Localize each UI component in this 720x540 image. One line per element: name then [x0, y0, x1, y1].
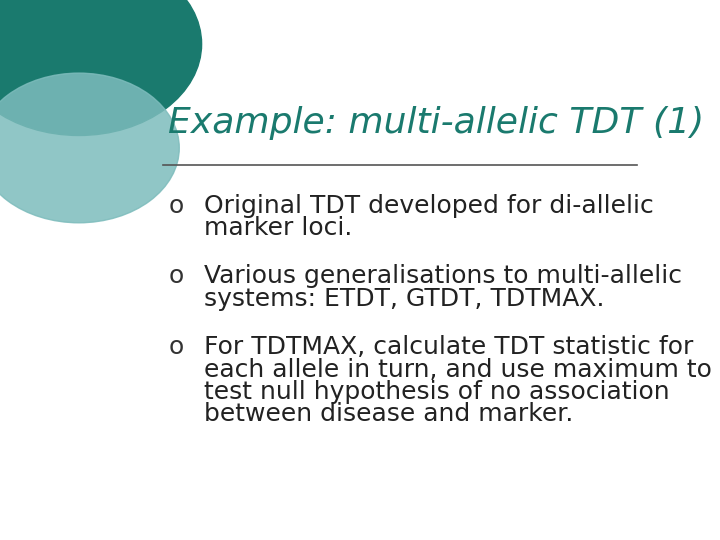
Circle shape: [0, 0, 202, 136]
Circle shape: [0, 73, 179, 223]
Text: Various generalisations to multi-allelic: Various generalisations to multi-allelic: [204, 265, 683, 288]
Text: o: o: [169, 335, 184, 359]
Text: Example: multi-allelic TDT (1): Example: multi-allelic TDT (1): [168, 106, 704, 140]
Text: For TDTMAX, calculate TDT statistic for: For TDTMAX, calculate TDT statistic for: [204, 335, 694, 359]
Text: systems: ETDT, GTDT, TDTMAX.: systems: ETDT, GTDT, TDTMAX.: [204, 287, 605, 311]
Text: each allele in turn, and use maximum to: each allele in turn, and use maximum to: [204, 357, 712, 382]
Text: between disease and marker.: between disease and marker.: [204, 402, 574, 427]
Text: o: o: [169, 194, 184, 218]
Text: marker loci.: marker loci.: [204, 216, 353, 240]
Text: o: o: [169, 265, 184, 288]
Text: test null hypothesis of no association: test null hypothesis of no association: [204, 380, 670, 404]
Text: Original TDT developed for di-allelic: Original TDT developed for di-allelic: [204, 194, 654, 218]
